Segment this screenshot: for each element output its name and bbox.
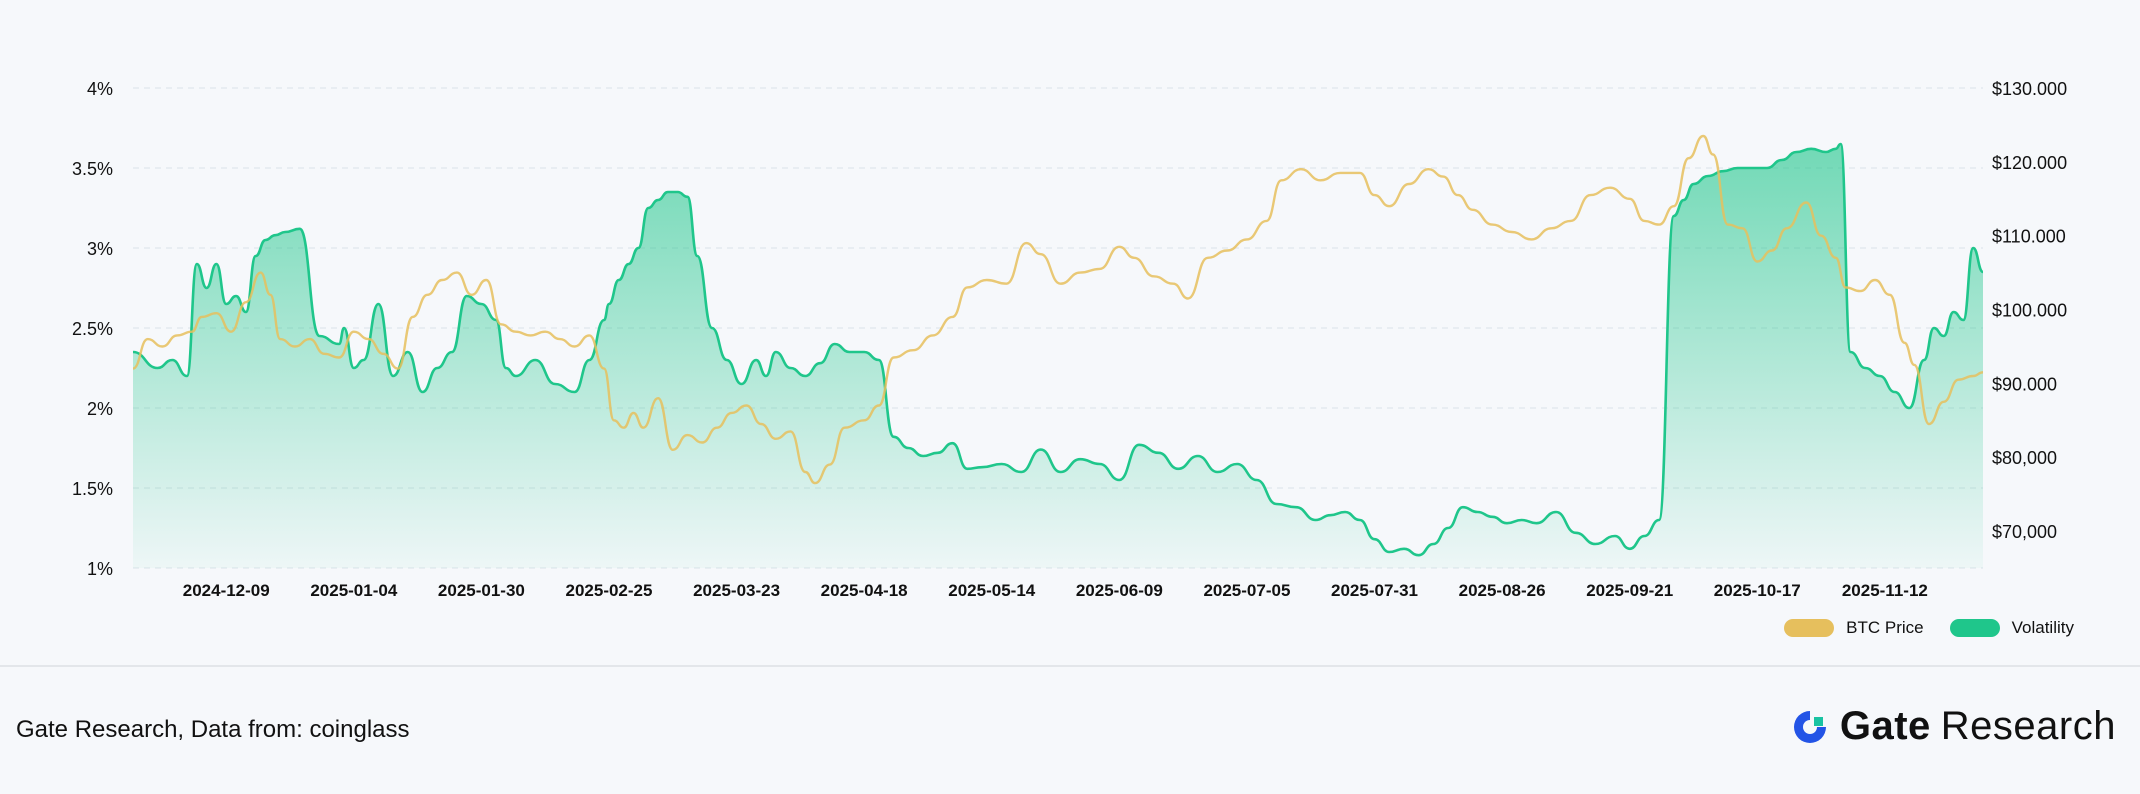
volatility-price-chart: 1% 1.5% 2% 2.5% 3% 3.5% 4% $70,000 $80,000 $90.0…	[71, 79, 2068, 600]
x-tick-label: 2024-12-09	[183, 581, 270, 600]
legend-swatch-btc-price	[1784, 619, 1835, 637]
left-tick-label: 2%	[87, 399, 113, 419]
left-tick-label: 3.5%	[72, 159, 113, 179]
chart-legend: BTC Price Volatility	[1784, 618, 2074, 638]
source-note: Gate Research, Data from: coinglass	[16, 716, 410, 743]
x-axis: 2024-12-09 2025-01-04 2025-01-30 2025-02-25…	[183, 581, 1928, 600]
x-tick-label: 2025-06-09	[1076, 581, 1163, 600]
btc-price-series	[132, 134, 1984, 485]
x-tick-label: 2025-02-25	[566, 581, 653, 600]
right-tick-label: $120.000	[1992, 153, 2067, 173]
right-y-axis: $70,000 $80,000 $90.000 $100.000 $110.000 $12…	[1992, 79, 2067, 542]
left-tick-label: 2.5%	[72, 319, 113, 339]
x-tick-label: 2025-08-26	[1459, 581, 1546, 600]
legend-item-volatility[interactable]: Volatility	[1949, 618, 2074, 638]
x-tick-label: 2025-01-30	[438, 581, 525, 600]
left-tick-label: 4%	[87, 79, 113, 99]
x-tick-label: 2025-09-21	[1586, 581, 1673, 600]
x-tick-label: 2025-01-04	[310, 581, 398, 600]
left-tick-label: 3%	[87, 239, 113, 259]
x-tick-label: 2025-10-17	[1714, 581, 1801, 600]
legend-label-volatility: Volatility	[2011, 618, 2074, 637]
legend-item-btc-price[interactable]: BTC Price	[1784, 618, 1924, 638]
right-tick-label: $80,000	[1992, 448, 2057, 468]
legend-label-btc-price: BTC Price	[1846, 618, 1924, 637]
legend-swatch-volatility	[1949, 619, 2000, 637]
left-tick-label: 1.5%	[72, 479, 113, 499]
brand-suffix: Research	[1940, 704, 2116, 748]
brand-logo: Gate Research	[1790, 704, 2116, 749]
x-tick-label: 2025-05-14	[948, 581, 1036, 600]
left-y-axis: 1% 1.5% 2% 2.5% 3% 3.5% 4%	[72, 79, 113, 579]
btc-price-line	[132, 134, 1984, 485]
x-tick-label: 2025-03-23	[693, 581, 780, 600]
footer-divider	[0, 665, 2140, 667]
right-tick-label: $100.000	[1992, 301, 2067, 321]
volatility-line	[132, 142, 1984, 557]
right-tick-label: $130.000	[1992, 79, 2067, 99]
left-tick-label: 1%	[87, 559, 113, 579]
right-tick-label: $90.000	[1992, 374, 2057, 394]
right-tick-label: $110.000	[1992, 227, 2066, 247]
x-tick-label: 2025-11-12	[1842, 581, 1928, 600]
volatility-series	[132, 142, 1984, 568]
x-tick-label: 2025-07-31	[1331, 581, 1418, 600]
x-tick-label: 2025-04-18	[821, 581, 908, 600]
brand-name: Gate	[1839, 704, 1931, 748]
x-tick-label: 2025-07-05	[1203, 581, 1290, 600]
volatility-area	[133, 144, 1983, 568]
right-tick-label: $70,000	[1992, 522, 2057, 542]
gate-logo-icon	[1793, 710, 1826, 743]
